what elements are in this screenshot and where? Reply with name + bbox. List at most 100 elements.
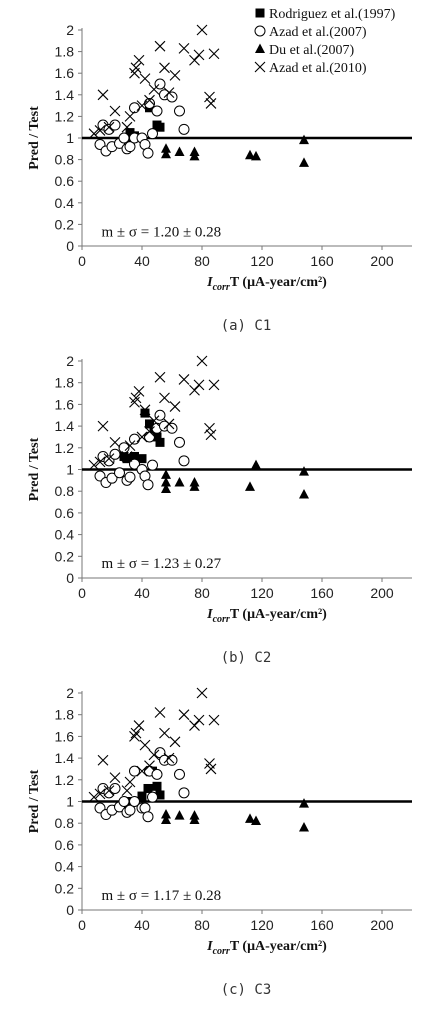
x-tick-label: 80: [194, 585, 210, 601]
x-label-symbol: I: [206, 939, 213, 954]
data-point: [159, 62, 170, 74]
y-tick-label: 1.4: [55, 418, 75, 434]
data-point: [130, 392, 142, 404]
data-point: [148, 415, 160, 427]
y-tick-label: 1.4: [55, 87, 75, 103]
stats-annotation: m ± σ = 1.23 ± 0.27: [102, 556, 222, 572]
data-point: [103, 121, 115, 133]
data-point: [97, 754, 109, 766]
data-point: [124, 440, 136, 452]
series-open-circle: [94, 78, 190, 159]
data-point: [109, 782, 121, 794]
data-point: [106, 472, 118, 484]
x-tick-label: 120: [250, 253, 274, 269]
data-point: [193, 379, 205, 391]
data-point: [189, 720, 200, 731]
x-label-symbol: I: [206, 607, 213, 622]
data-point: [97, 420, 109, 432]
data-point: [166, 91, 178, 103]
x-tick-label: 0: [78, 917, 86, 933]
data-point: [124, 776, 136, 788]
y-tick-label: 0.6: [55, 505, 75, 521]
x-label-rest: T (μA-year/cm²): [230, 939, 327, 954]
series-x: [88, 355, 220, 471]
series-open-circle: [94, 409, 190, 491]
data-point: [109, 448, 121, 460]
data-point: [178, 123, 190, 135]
data-point: [161, 483, 171, 494]
y-tick-label: 1.2: [55, 772, 75, 788]
legend-label: Azad et al.(2010): [269, 61, 367, 76]
data-point: [193, 714, 205, 726]
data-point: [148, 84, 160, 95]
data-point: [139, 73, 151, 84]
x-label-rest: T (μA-year/cm²): [230, 607, 327, 622]
data-point: [140, 408, 150, 418]
data-point: [124, 804, 136, 816]
data-point: [178, 455, 190, 467]
data-point: [154, 40, 166, 52]
data-point: [144, 760, 155, 772]
x-tick-label: 120: [250, 917, 274, 933]
data-point: [196, 355, 208, 367]
chart-panel-2: 0 0.2 0.4 0.6 0.8 1 1.2 1.4 1.6 1.8 2 0 40 80 120 160 20…: [27, 353, 412, 666]
data-point: [196, 687, 208, 699]
data-point: [121, 121, 133, 133]
data-point: [133, 385, 145, 397]
data-point: [118, 796, 130, 807]
data-point: [169, 736, 181, 748]
y-tick-label: 0.4: [55, 195, 75, 211]
x-tick-label: 0: [78, 585, 86, 601]
y-tick-label: 1.6: [55, 396, 75, 412]
data-point: [196, 24, 208, 36]
data-point: [299, 822, 309, 832]
data-point: [161, 148, 171, 159]
data-point: [129, 396, 140, 408]
data-point: [299, 134, 309, 145]
legend: Rodriguez et al.(1997) Azad et al.(2007) D…: [254, 7, 396, 76]
data-point: [133, 720, 145, 731]
data-point: [205, 429, 217, 441]
data-point: [109, 772, 121, 784]
data-point: [161, 809, 171, 819]
data-point: [174, 105, 185, 117]
data-point: [174, 768, 185, 780]
data-point: [124, 141, 136, 153]
series-x: [88, 687, 220, 803]
legend-marker: [254, 61, 266, 73]
data-point: [155, 122, 165, 132]
data-point: [189, 384, 200, 396]
y-tick-label: 2: [66, 22, 74, 38]
data-point: [137, 791, 147, 801]
data-point: [103, 785, 115, 797]
data-point: [208, 379, 220, 391]
data-point: [88, 791, 100, 803]
data-point: [159, 727, 170, 739]
y-tick-label: 2: [66, 685, 74, 701]
y-tick-label: 1.8: [55, 707, 75, 723]
series-filled-triangle: [161, 798, 309, 832]
data-point: [189, 54, 200, 66]
data-point: [103, 453, 115, 465]
data-point: [114, 467, 125, 479]
data-point: [299, 488, 309, 499]
x-label-subscript: corr: [213, 946, 230, 957]
y-tick-label: 0: [66, 902, 74, 918]
x-tick-label: 200: [370, 585, 394, 601]
data-point: [189, 481, 200, 491]
y-tick-label: 0.4: [55, 527, 75, 543]
x-tick-label: 120: [250, 585, 274, 601]
data-point: [178, 374, 190, 385]
y-tick-label: 0.2: [55, 216, 75, 232]
data-point: [142, 147, 154, 159]
x-tick-label: 40: [134, 253, 150, 269]
data-point: [169, 69, 181, 81]
x-tick-label: 160: [310, 917, 334, 933]
data-point: [174, 436, 185, 448]
data-point: [144, 426, 155, 437]
data-point: [161, 814, 171, 824]
data-point: [94, 788, 106, 800]
y-tick-label: 1.8: [55, 375, 75, 391]
y-tick-label: 0.8: [55, 483, 75, 499]
